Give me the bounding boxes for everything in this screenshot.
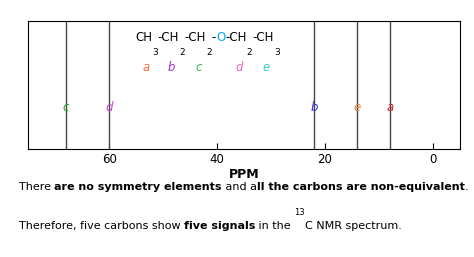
Text: There: There [19, 182, 55, 192]
Text: Therefore, five carbons show: Therefore, five carbons show [19, 221, 184, 231]
Text: -CH: -CH [185, 31, 206, 44]
Text: 2: 2 [179, 48, 185, 57]
Text: d: d [106, 102, 113, 114]
Text: O: O [216, 31, 226, 44]
Text: 2: 2 [206, 48, 212, 57]
Text: five signals: five signals [184, 221, 255, 231]
Text: 13: 13 [294, 208, 305, 217]
Text: b: b [168, 61, 175, 74]
Text: -: - [212, 31, 216, 44]
Text: a: a [143, 61, 150, 74]
Text: e: e [354, 102, 361, 114]
Text: -CH: -CH [226, 31, 247, 44]
Text: 3: 3 [152, 48, 158, 57]
Text: 2: 2 [247, 48, 253, 57]
Text: 3: 3 [274, 48, 280, 57]
Text: c: c [195, 61, 201, 74]
Text: e: e [263, 61, 270, 74]
X-axis label: PPM: PPM [229, 168, 259, 181]
Text: CH: CH [135, 31, 152, 44]
Text: and a: and a [222, 182, 257, 192]
Text: ll the carbons are non-equivalent: ll the carbons are non-equivalent [257, 182, 465, 192]
Text: C NMR spectrum.: C NMR spectrum. [305, 221, 402, 231]
Text: -CH: -CH [253, 31, 274, 44]
Text: are no symmetry elements: are no symmetry elements [55, 182, 222, 192]
Text: c: c [63, 102, 69, 114]
Text: -CH: -CH [158, 31, 179, 44]
Text: b: b [310, 102, 318, 114]
Text: d: d [235, 61, 243, 74]
Text: a: a [386, 102, 393, 114]
Text: in the: in the [255, 221, 294, 231]
Text: .: . [465, 182, 468, 192]
